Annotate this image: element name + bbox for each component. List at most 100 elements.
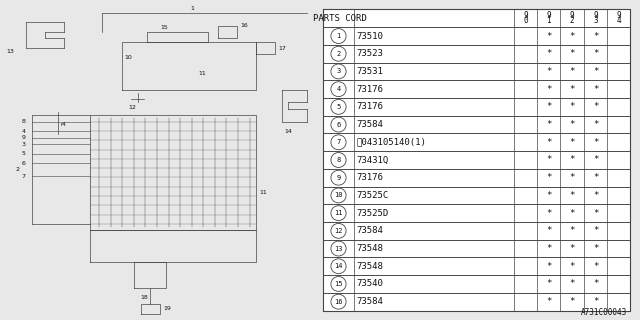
Text: 73548: 73548 <box>356 244 383 253</box>
Text: *: * <box>570 226 575 235</box>
Text: 13: 13 <box>6 49 14 54</box>
Text: *: * <box>546 102 552 111</box>
Text: *: * <box>593 226 598 235</box>
Text: 7: 7 <box>337 139 340 145</box>
Text: 73431Q: 73431Q <box>356 156 388 164</box>
Text: *: * <box>593 49 598 58</box>
Text: *: * <box>546 226 552 235</box>
Text: 15: 15 <box>334 281 343 287</box>
Text: *: * <box>546 279 552 288</box>
Text: *: * <box>546 191 552 200</box>
Text: *: * <box>546 209 552 218</box>
Bar <box>323 204 630 222</box>
Text: *: * <box>570 102 575 111</box>
Text: 4: 4 <box>22 129 26 134</box>
Text: 9: 9 <box>22 135 26 140</box>
Text: 73523: 73523 <box>356 49 383 58</box>
Text: 6: 6 <box>22 161 26 166</box>
Text: *: * <box>570 244 575 253</box>
Text: 11: 11 <box>198 71 206 76</box>
Bar <box>323 275 630 293</box>
Text: *: * <box>546 156 552 164</box>
Text: *: * <box>593 138 598 147</box>
Text: 73176: 73176 <box>356 85 383 94</box>
Text: 11: 11 <box>259 189 267 195</box>
Text: 16: 16 <box>334 299 343 305</box>
Text: 73525C: 73525C <box>356 191 388 200</box>
Text: 14: 14 <box>334 263 343 269</box>
Text: *: * <box>593 156 598 164</box>
Text: 1: 1 <box>337 33 340 39</box>
Text: 2: 2 <box>337 51 340 57</box>
Text: *: * <box>593 120 598 129</box>
Bar <box>323 45 630 63</box>
Text: *: * <box>593 262 598 271</box>
Bar <box>323 27 630 45</box>
Text: *: * <box>593 244 598 253</box>
Text: 73584: 73584 <box>356 226 383 235</box>
Text: 5: 5 <box>337 104 340 110</box>
Text: 7: 7 <box>22 173 26 179</box>
Text: 4: 4 <box>616 17 621 26</box>
Text: 10: 10 <box>125 55 132 60</box>
Text: 73176: 73176 <box>356 173 383 182</box>
Text: *: * <box>593 209 598 218</box>
Text: 9: 9 <box>547 11 551 20</box>
Text: 73510: 73510 <box>356 32 383 41</box>
Text: 11: 11 <box>334 210 343 216</box>
Bar <box>323 257 630 275</box>
Text: *: * <box>570 85 575 94</box>
Text: 4: 4 <box>337 86 340 92</box>
Text: 5: 5 <box>22 151 26 156</box>
Text: 2: 2 <box>570 17 574 26</box>
Bar <box>323 222 630 240</box>
Bar <box>323 293 630 310</box>
Text: *: * <box>593 32 598 41</box>
Text: *: * <box>570 279 575 288</box>
Text: *: * <box>593 279 598 288</box>
Text: 73584: 73584 <box>356 297 383 306</box>
Text: *: * <box>546 67 552 76</box>
Text: *: * <box>546 173 552 182</box>
Text: 17: 17 <box>278 45 286 51</box>
Text: *: * <box>546 49 552 58</box>
Text: *: * <box>570 120 575 129</box>
Bar <box>323 80 630 98</box>
Bar <box>323 116 630 133</box>
Text: *: * <box>593 102 598 111</box>
Text: 15: 15 <box>160 25 168 30</box>
Text: *: * <box>546 85 552 94</box>
Text: 8: 8 <box>22 119 26 124</box>
Text: 12: 12 <box>334 228 343 234</box>
Text: 2: 2 <box>16 167 20 172</box>
Text: 1: 1 <box>190 5 194 11</box>
Text: 3: 3 <box>593 17 598 26</box>
Text: *: * <box>570 262 575 271</box>
Text: A731C00043: A731C00043 <box>581 308 627 317</box>
Text: 73176: 73176 <box>356 102 383 111</box>
Text: 1: 1 <box>547 17 551 26</box>
Text: r4: r4 <box>61 122 67 127</box>
Text: 73548: 73548 <box>356 262 383 271</box>
Text: *: * <box>546 32 552 41</box>
Text: 8: 8 <box>337 157 340 163</box>
Bar <box>323 151 630 169</box>
Text: 9: 9 <box>593 11 598 20</box>
Bar <box>323 187 630 204</box>
Text: *: * <box>546 120 552 129</box>
Bar <box>323 240 630 257</box>
Text: *: * <box>570 67 575 76</box>
Text: 73525D: 73525D <box>356 209 388 218</box>
Text: *: * <box>570 32 575 41</box>
Bar <box>323 63 630 80</box>
Text: 73531: 73531 <box>356 67 383 76</box>
Text: 19: 19 <box>163 306 171 311</box>
Text: 3: 3 <box>22 141 26 147</box>
Text: *: * <box>570 173 575 182</box>
Text: *: * <box>593 173 598 182</box>
Text: *: * <box>570 209 575 218</box>
Text: 14: 14 <box>285 129 292 134</box>
Text: *: * <box>546 138 552 147</box>
Text: 73540: 73540 <box>356 279 383 288</box>
Text: Ⓞ043105140(1): Ⓞ043105140(1) <box>356 138 426 147</box>
